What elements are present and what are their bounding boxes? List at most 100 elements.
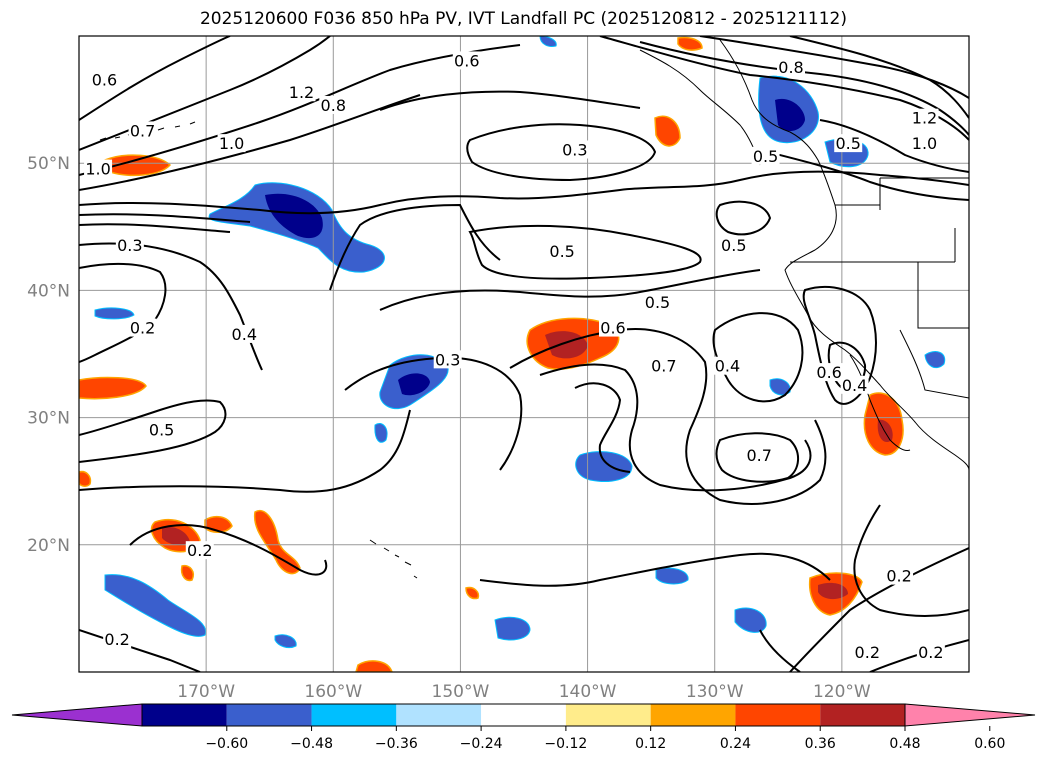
contour-label-bg <box>230 324 259 343</box>
contour-label-bg <box>287 83 316 102</box>
contour-label: 0.3 <box>562 140 587 159</box>
contour-label-bg <box>885 566 914 585</box>
contour-label-bg <box>643 293 672 312</box>
pv-positive-region <box>79 470 92 487</box>
pv-positive-region <box>253 509 301 575</box>
colorbar-swatch <box>226 704 312 726</box>
contour-label: 0.6 <box>92 71 117 90</box>
pv-positive-core <box>818 582 848 600</box>
colorbar-tick-label: −0.12 <box>544 736 587 752</box>
contour-label: 0.2 <box>104 630 129 649</box>
lon-tick-label: 170°W <box>177 682 235 702</box>
contour-line <box>789 547 969 672</box>
lat-tick-label: 30°N <box>27 409 70 429</box>
state-border <box>899 329 969 399</box>
contour-label: 0.3 <box>117 236 142 255</box>
contour-line <box>789 36 969 119</box>
contour-label-bg <box>840 375 869 394</box>
contour-label-bg <box>103 630 132 649</box>
pv-contours <box>79 36 969 672</box>
north-american-coastline <box>719 39 969 471</box>
contour-line <box>79 94 421 191</box>
contour-label: 1.2 <box>289 83 314 102</box>
colorbar-swatch <box>735 704 821 726</box>
pv-positive-region <box>355 660 393 672</box>
contour-label: 1.0 <box>219 134 244 153</box>
colorbar-swatch <box>481 704 566 726</box>
contour-label: 1.0 <box>912 134 937 153</box>
contour-label-bg <box>217 134 246 153</box>
pv-negative-region <box>274 634 297 649</box>
contour-label-bg <box>719 235 748 254</box>
lat-tick-label: 40°N <box>27 281 70 301</box>
lat-tick-label: 50°N <box>27 154 70 174</box>
contour-label: 0.6 <box>454 51 479 70</box>
contour-label: 0.5 <box>149 420 174 439</box>
colorbar-swatch <box>650 704 736 726</box>
contour-label: 0.4 <box>232 325 257 344</box>
contour-label-bg <box>745 445 774 464</box>
contour-line <box>853 504 969 617</box>
colorbar-tick-label: 0.12 <box>635 736 666 752</box>
colorbar: −0.60 −0.48 −0.36 −0.24 −0.12 0.12 0.24 0.36 0.4… <box>11 703 1036 752</box>
contour-label-bg <box>834 134 863 153</box>
contour-label-bg <box>115 235 144 254</box>
contour-line <box>79 629 201 672</box>
contour-label-bg <box>548 242 577 261</box>
contour-line <box>344 356 523 471</box>
longitude-labels: 170°W 160°W 150°W 140°W 130°W 120°W <box>177 682 871 702</box>
contour-line <box>468 224 702 280</box>
coastlines <box>99 39 969 579</box>
contour-line <box>79 242 263 371</box>
colorbar-swatch <box>311 704 397 726</box>
contour-label-bg <box>560 140 589 159</box>
pv-positive-region <box>465 586 480 600</box>
contour-label-bg <box>751 146 780 165</box>
map-frame <box>78 35 970 673</box>
pv-positive-region <box>677 36 703 51</box>
contour-line <box>802 285 877 405</box>
contour-label: 0.5 <box>645 293 670 312</box>
colorbar-extend-min <box>11 703 143 727</box>
contour-label-bg <box>916 642 945 661</box>
colorbar-tick-label: −0.36 <box>375 736 418 752</box>
pv-negative-region <box>104 574 207 637</box>
contour-label-bg <box>599 318 627 337</box>
contour-line <box>79 44 521 176</box>
pv-negative-region <box>539 36 557 47</box>
contour-line <box>379 269 761 311</box>
contour-label-bg <box>853 642 882 661</box>
contour-label-bg <box>713 356 742 375</box>
contour-label-bg <box>319 95 348 114</box>
contour-label-bg <box>128 318 157 337</box>
contour-label: 1.2 <box>912 109 937 128</box>
contour-line <box>79 409 411 493</box>
contour-label: 0.2 <box>855 643 880 662</box>
colorbar-extend-max <box>904 703 1036 727</box>
contour-label: 0.8 <box>778 58 803 77</box>
contour-line <box>715 200 772 236</box>
contour-line <box>479 552 831 587</box>
contour-line <box>715 432 799 483</box>
contour-label: 0.4 <box>715 357 740 376</box>
colorbar-tick-label: −0.60 <box>205 736 248 752</box>
contour-label-bg <box>185 541 214 560</box>
state-border <box>917 262 969 329</box>
latitude-labels: 50°N 40°N 30°N 20°N <box>27 154 70 556</box>
colorbar-swatch <box>396 704 482 726</box>
contour-label-bg <box>90 70 119 89</box>
contour-line <box>79 36 231 121</box>
pv-negative-region <box>94 307 135 320</box>
colorbar-swatch <box>142 704 227 726</box>
contour-label-bg <box>815 363 844 382</box>
contour-label: 0.2 <box>918 643 943 662</box>
pv-positive-region <box>79 376 147 400</box>
contour-line <box>79 213 251 223</box>
hawaiian-islands <box>369 539 418 579</box>
colorbar-swatch <box>820 704 905 726</box>
colorbar-tick-label: 0.60 <box>974 736 1005 752</box>
contour-line <box>539 363 812 492</box>
contour-label-bg <box>452 51 481 70</box>
map-title: 2025120600 F036 850 hPa PV, IVT Landfall… <box>199 9 847 29</box>
contour-line <box>79 223 231 233</box>
